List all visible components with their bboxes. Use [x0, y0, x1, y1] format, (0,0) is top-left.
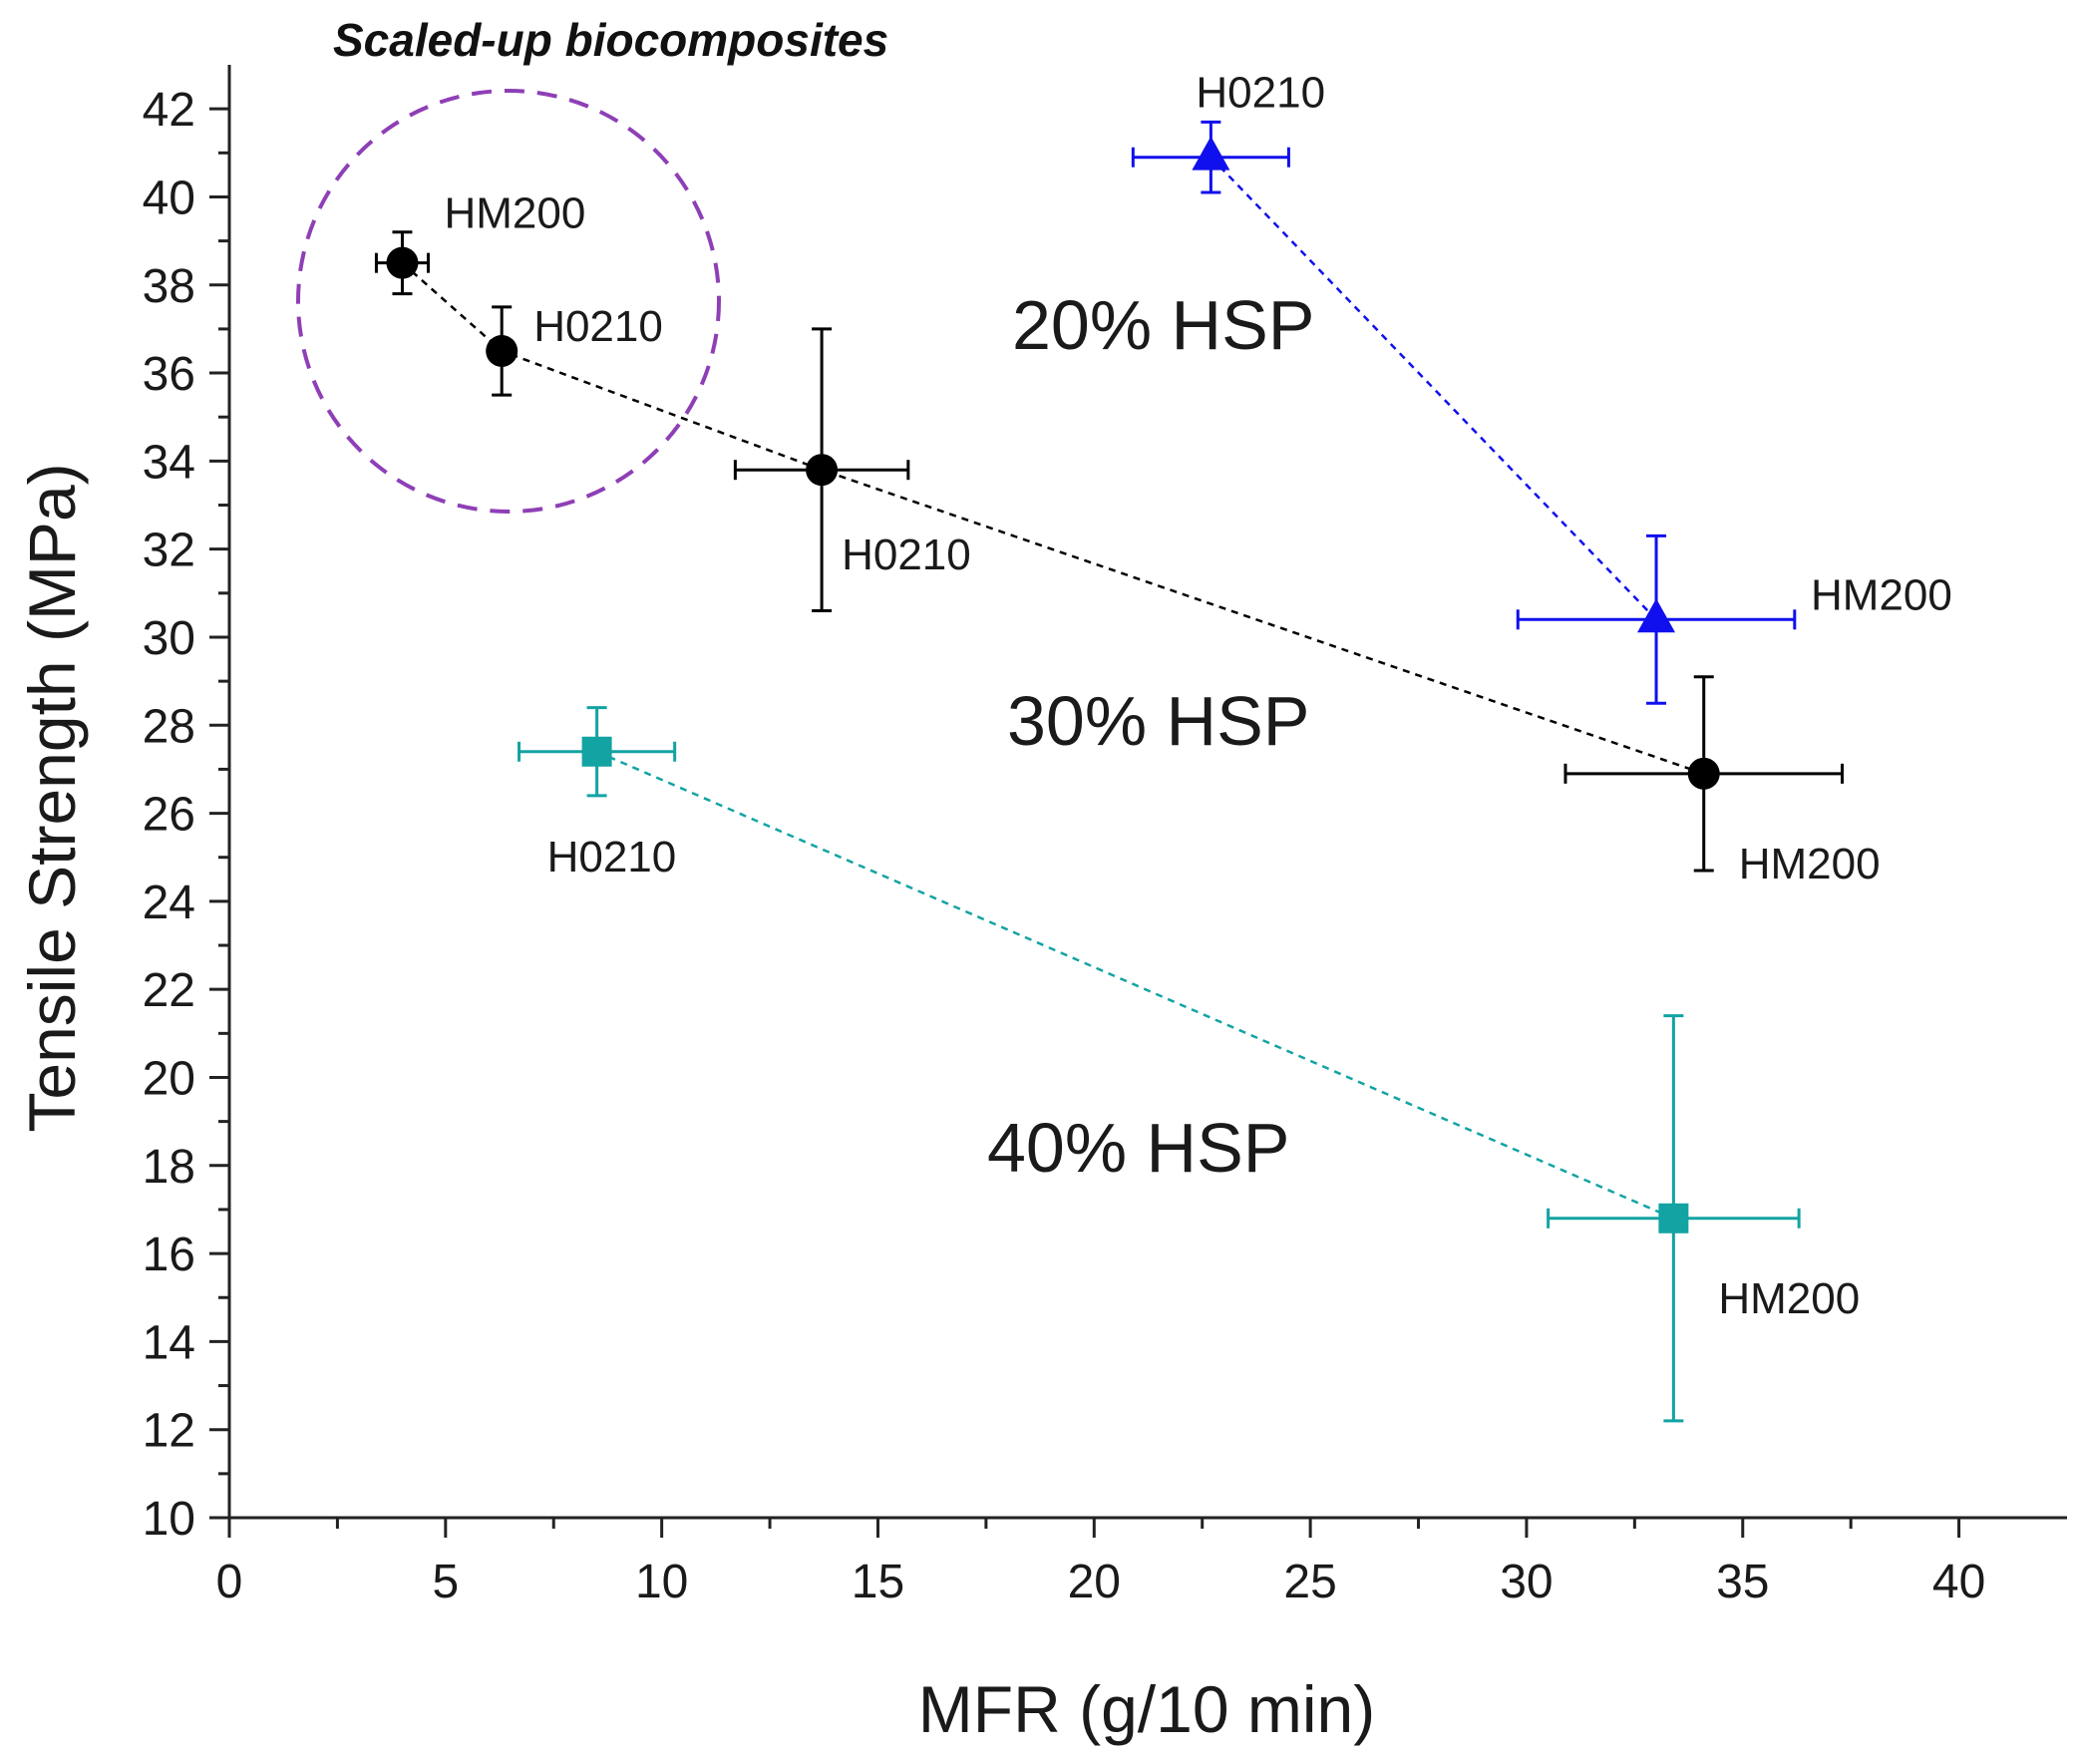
y-tick-label: 14 — [143, 1316, 195, 1369]
data-point-label: H0210 — [1196, 69, 1325, 118]
y-axis-title: Tensile Strength (MPa) — [15, 463, 89, 1132]
y-tick-label: 42 — [143, 84, 195, 137]
y-tick-label: 26 — [143, 789, 195, 842]
group-label-30-hsp: 30% HSP — [1007, 682, 1309, 760]
y-tick-label: 12 — [143, 1405, 195, 1458]
y-tick-label: 16 — [143, 1229, 195, 1281]
data-point-label: H0210 — [547, 833, 677, 882]
data-point-marker — [486, 334, 519, 367]
series-connector-line — [596, 750, 1674, 1220]
x-tick-label: 15 — [852, 1556, 904, 1608]
data-point-marker — [1658, 1203, 1689, 1234]
y-tick-label: 10 — [143, 1493, 195, 1546]
data-point-label: HM200 — [444, 189, 585, 238]
data-point-marker — [1687, 757, 1720, 790]
data-point-label: H0210 — [533, 302, 663, 351]
x-tick-label: 10 — [635, 1556, 688, 1608]
x-tick-label: 35 — [1716, 1556, 1769, 1608]
data-point-label: HM200 — [1811, 570, 1952, 619]
x-tick-label: 40 — [1932, 1556, 1985, 1608]
series-connector-line — [1210, 156, 1657, 621]
data-point-label: HM200 — [1739, 840, 1881, 888]
data-point-label: H0210 — [842, 530, 971, 579]
series-30-hsp: HM200 H0210 H0210 HM200 — [374, 189, 1881, 888]
x-axis-title: MFR (g/10 min) — [918, 1672, 1375, 1746]
group-label-40-hsp: 40% HSP — [987, 1109, 1289, 1187]
x-tick-label: 0 — [216, 1556, 243, 1608]
y-tick-label: 20 — [143, 1052, 195, 1105]
y-tick-label: 34 — [143, 436, 195, 489]
y-tick-label: 22 — [143, 964, 195, 1017]
y-tick-label: 38 — [143, 260, 195, 313]
series-connector-line — [401, 261, 1705, 776]
scaled-up-highlight-circle — [296, 89, 721, 514]
data-point-marker — [806, 454, 839, 487]
y-tick-label: 24 — [143, 877, 195, 929]
y-tick-label: 40 — [143, 172, 195, 224]
series-40-hsp: H0210 HM200 — [518, 706, 1860, 1423]
y-tick-label: 36 — [143, 348, 195, 401]
y-tick-label: 18 — [143, 1141, 195, 1194]
x-tick-label: 25 — [1283, 1556, 1336, 1608]
scaled-up-caption: Scaled-up biocomposites — [333, 14, 888, 66]
group-label-20-hsp: 20% HSP — [1012, 286, 1314, 364]
x-tick-label: 20 — [1068, 1556, 1121, 1608]
data-point-marker — [386, 246, 419, 279]
data-point-label: HM200 — [1718, 1274, 1860, 1323]
y-tick-label: 32 — [143, 525, 195, 577]
data-point-marker — [581, 736, 612, 767]
data-point-marker — [1637, 598, 1676, 633]
x-tick-label: 30 — [1500, 1556, 1553, 1608]
y-tick-label: 30 — [143, 612, 195, 665]
x-tick-label: 5 — [432, 1556, 459, 1608]
series-layer: H0210 HM200 HM200 H0210 H0210 HM200 H0210 HM200 — [374, 69, 1952, 1423]
series-20-hsp: H0210 HM200 — [1131, 69, 1952, 705]
axes: 0 5 10 15 20 25 30 35 40 10 12 14 16 18 20 22 24 26 28 30 32… — [143, 65, 2067, 1608]
data-point-marker — [1192, 136, 1230, 171]
y-tick-label: 28 — [143, 700, 195, 753]
